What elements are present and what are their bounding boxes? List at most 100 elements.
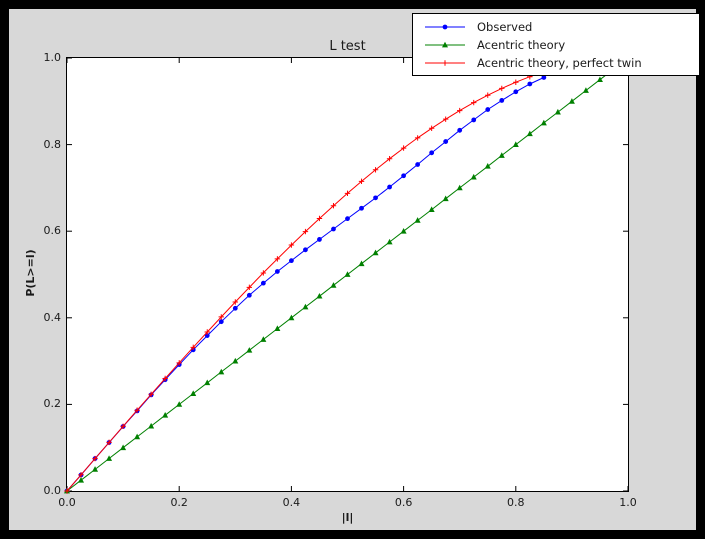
marker-plus: [218, 314, 224, 320]
marker-plus: [260, 270, 267, 276]
marker-circle: [359, 205, 364, 211]
marker-plus: [471, 99, 477, 106]
legend: Observed Acentric theory Acentric theory…: [412, 13, 700, 76]
marker-circle: [415, 162, 421, 167]
marker-circle: [527, 81, 533, 87]
y-axis-label: P(L>=l): [24, 249, 37, 297]
x-axis-label: |l|: [341, 511, 354, 524]
marker-circle: [218, 319, 224, 325]
x-tick-label: 1.0: [619, 496, 637, 509]
legend-item-observed: Observed: [413, 18, 699, 36]
marker-triangle: [106, 455, 113, 461]
marker-plus: [162, 375, 168, 382]
marker-triangle: [302, 303, 309, 310]
marker-plus: [330, 202, 337, 209]
marker-triangle: [442, 41, 448, 48]
x-tick-label: 0.4: [282, 496, 301, 509]
marker-plus: [246, 284, 253, 291]
marker-triangle: [316, 292, 323, 299]
marker-plus: [190, 344, 196, 351]
marker-plus: [148, 391, 154, 398]
marker-plus: [400, 145, 407, 151]
marker-triangle: [330, 282, 337, 288]
marker-plus: [92, 455, 98, 462]
marker-triangle: [554, 108, 561, 115]
marker-triangle: [498, 152, 505, 158]
marker-triangle: [358, 260, 365, 267]
marker-triangle: [540, 119, 547, 126]
marker-triangle: [428, 206, 435, 212]
plot-area: [64, 54, 631, 494]
y-tick-label: 0.2: [43, 397, 62, 411]
marker-circle: [274, 269, 280, 274]
marker-circle: [303, 247, 308, 253]
marker-plus: [316, 215, 323, 222]
y-tick-label: 0.4: [43, 310, 62, 324]
marker-triangle: [400, 228, 407, 234]
marker-plus: [232, 299, 238, 305]
marker-plus: [134, 407, 140, 413]
marker-triangle: [456, 184, 463, 191]
marker-plus: [442, 60, 448, 66]
marker-circle: [246, 292, 252, 298]
marker-plus: [414, 135, 421, 141]
marker-plus: [386, 156, 393, 162]
marker-circle: [457, 127, 463, 133]
figure-background: L test |l| P(L>=l) 0.0 0.2 0.4 0.6 0.8 1.0 0.0…: [9, 9, 696, 530]
marker-circle: [401, 173, 406, 179]
marker-circle: [345, 216, 350, 222]
marker-circle: [387, 184, 392, 190]
legend-line-sample-perfect-twin: [425, 60, 465, 66]
marker-triangle: [526, 130, 533, 137]
x-tick-label: 0.6: [394, 496, 413, 509]
y-tick-label: 0.0: [43, 484, 62, 497]
marker-triangle: [344, 271, 351, 277]
marker-triangle: [218, 368, 225, 375]
marker-triangle: [442, 195, 449, 202]
marker-triangle: [568, 98, 575, 104]
marker-plus: [428, 125, 435, 131]
marker-triangle: [78, 476, 85, 483]
marker-plus: [358, 178, 365, 185]
marker-plus: [120, 423, 126, 429]
legend-line-sample-observed: [425, 24, 465, 30]
marker-triangle: [512, 141, 519, 147]
legend-item-perfect-twin: Acentric theory, perfect twin: [413, 54, 699, 72]
marker-circle: [260, 280, 266, 286]
y-tick-label: 0.6: [43, 224, 62, 238]
marker-triangle: [120, 444, 127, 451]
y-tick-label: 1.0: [43, 51, 62, 64]
marker-triangle: [148, 422, 155, 429]
marker-triangle: [134, 433, 141, 440]
marker-circle: [541, 75, 547, 80]
marker-circle: [429, 150, 435, 156]
marker-plus: [274, 256, 281, 262]
marker-plus: [78, 472, 84, 478]
marker-plus: [485, 92, 491, 98]
marker-plus: [344, 190, 351, 197]
legend-label: Acentric theory: [477, 38, 566, 52]
plot-canvas: [64, 54, 631, 494]
marker-plus: [442, 116, 449, 122]
marker-triangle: [246, 347, 253, 353]
legend-item-acentric-theory: Acentric theory: [413, 36, 699, 54]
marker-circle: [443, 139, 449, 144]
x-tick-label: 0.0: [58, 496, 76, 509]
marker-plus: [499, 85, 505, 92]
marker-triangle: [470, 173, 477, 180]
marker-circle: [442, 24, 448, 30]
marker-circle: [317, 237, 322, 242]
marker-plus: [176, 360, 182, 366]
marker-triangle: [596, 76, 603, 83]
marker-circle: [232, 305, 238, 311]
marker-plus: [204, 329, 210, 335]
marker-triangle: [162, 412, 169, 418]
marker-triangle: [92, 466, 99, 472]
marker-plus: [302, 228, 309, 235]
marker-circle: [513, 89, 519, 95]
marker-triangle: [582, 87, 589, 93]
marker-triangle: [484, 163, 491, 169]
marker-circle: [499, 98, 505, 103]
marker-triangle: [414, 217, 421, 223]
